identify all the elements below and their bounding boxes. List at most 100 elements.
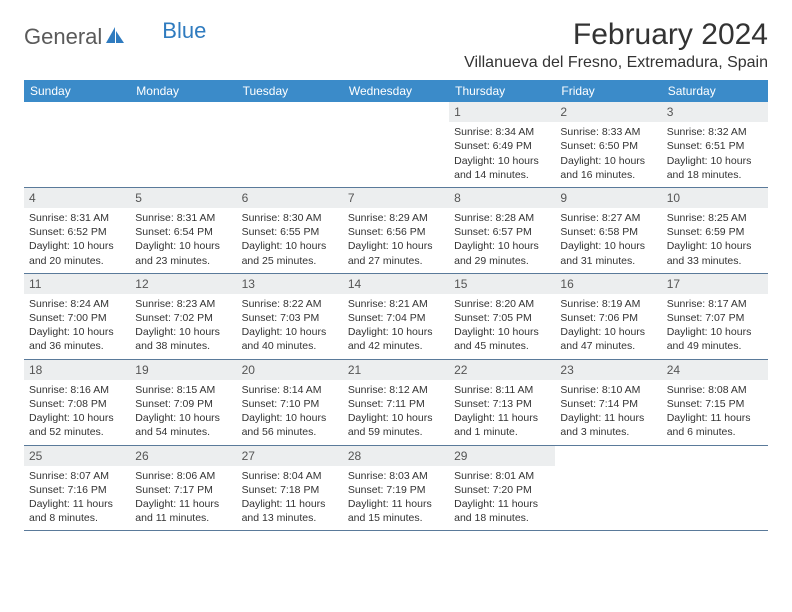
day-info: Sunrise: 8:17 AMSunset: 7:07 PMDaylight:…: [667, 297, 763, 354]
day-header: Sunday: [24, 80, 130, 102]
logo-sail-icon: [104, 25, 126, 50]
day-number: 15: [449, 274, 555, 294]
day-headers-row: SundayMondayTuesdayWednesdayThursdayFrid…: [24, 80, 768, 102]
day-cell: 6 Sunrise: 8:30 AMSunset: 6:55 PMDaylight…: [237, 188, 343, 273]
day-header: Wednesday: [343, 80, 449, 102]
day-cell: 20Sunrise: 8:14 AMSunset: 7:10 PMDayligh…: [237, 360, 343, 445]
day-number: 2: [555, 102, 661, 122]
day-number: 17: [662, 274, 768, 294]
day-number: 18: [24, 360, 130, 380]
day-info: Sunrise: 8:28 AMSunset: 6:57 PMDaylight:…: [454, 211, 550, 268]
day-number: 29: [449, 446, 555, 466]
day-header: Monday: [130, 80, 236, 102]
day-info: Sunrise: 8:30 AMSunset: 6:55 PMDaylight:…: [242, 211, 338, 268]
day-info: Sunrise: 8:20 AMSunset: 7:05 PMDaylight:…: [454, 297, 550, 354]
day-cell: 7 Sunrise: 8:29 AMSunset: 6:56 PMDaylight…: [343, 188, 449, 273]
day-info: Sunrise: 8:06 AMSunset: 7:17 PMDaylight:…: [135, 469, 231, 526]
day-info: Sunrise: 8:21 AMSunset: 7:04 PMDaylight:…: [348, 297, 444, 354]
day-number: [24, 102, 130, 122]
day-number: 5: [130, 188, 236, 208]
day-cell: 8 Sunrise: 8:28 AMSunset: 6:57 PMDaylight…: [449, 188, 555, 273]
day-cell: 29 Sunrise: 8:01 AMSunset: 7:20 PMDayligh…: [449, 446, 555, 531]
day-info: Sunrise: 8:29 AMSunset: 6:56 PMDaylight:…: [348, 211, 444, 268]
day-info: Sunrise: 8:08 AMSunset: 7:15 PMDaylight:…: [667, 383, 763, 440]
month-title: February 2024: [464, 18, 768, 52]
day-cell: 3 Sunrise: 8:32 AMSunset: 6:51 PMDaylight…: [662, 102, 768, 187]
week-row: 1 Sunrise: 8:34 AMSunset: 6:49 PMDaylight…: [24, 102, 768, 188]
day-cell: 21Sunrise: 8:12 AMSunset: 7:11 PMDayligh…: [343, 360, 449, 445]
day-number: 7: [343, 188, 449, 208]
week-row: 18 Sunrise: 8:16 AMSunset: 7:08 PMDayligh…: [24, 360, 768, 446]
day-cell: 10Sunrise: 8:25 AMSunset: 6:59 PMDayligh…: [662, 188, 768, 273]
week-row: 25 Sunrise: 8:07 AMSunset: 7:16 PMDayligh…: [24, 446, 768, 532]
day-number: [343, 102, 449, 122]
calendar-page: GeneralBlue February 2024 Villanueva del…: [0, 0, 792, 549]
day-cell: 11Sunrise: 8:24 AMSunset: 7:00 PMDayligh…: [24, 274, 130, 359]
day-info: Sunrise: 8:32 AMSunset: 6:51 PMDaylight:…: [667, 125, 763, 182]
day-number: 16: [555, 274, 661, 294]
day-cell: 15 Sunrise: 8:20 AMSunset: 7:05 PMDayligh…: [449, 274, 555, 359]
day-number: [555, 446, 661, 466]
day-number: [662, 446, 768, 466]
day-cell: 23Sunrise: 8:10 AMSunset: 7:14 PMDayligh…: [555, 360, 661, 445]
day-info: Sunrise: 8:34 AMSunset: 6:49 PMDaylight:…: [454, 125, 550, 182]
day-cell: 4Sunrise: 8:31 AMSunset: 6:52 PMDaylight…: [24, 188, 130, 273]
day-number: 27: [237, 446, 343, 466]
day-info: Sunrise: 8:24 AMSunset: 7:00 PMDaylight:…: [29, 297, 125, 354]
day-info: Sunrise: 8:33 AMSunset: 6:50 PMDaylight:…: [560, 125, 656, 182]
day-cell: 17 Sunrise: 8:17 AMSunset: 7:07 PMDayligh…: [662, 274, 768, 359]
day-info: Sunrise: 8:15 AMSunset: 7:09 PMDaylight:…: [135, 383, 231, 440]
day-cell: 1 Sunrise: 8:34 AMSunset: 6:49 PMDaylight…: [449, 102, 555, 187]
day-number: 3: [662, 102, 768, 122]
day-info: Sunrise: 8:07 AMSunset: 7:16 PMDaylight:…: [29, 469, 125, 526]
day-cell: 26 Sunrise: 8:06 AMSunset: 7:17 PMDayligh…: [130, 446, 236, 531]
day-info: Sunrise: 8:19 AMSunset: 7:06 PMDaylight:…: [560, 297, 656, 354]
day-number: 28: [343, 446, 449, 466]
day-number: 6: [237, 188, 343, 208]
day-cell: 14 Sunrise: 8:21 AMSunset: 7:04 PMDayligh…: [343, 274, 449, 359]
day-cell: [555, 446, 661, 531]
day-cell: 12Sunrise: 8:23 AMSunset: 7:02 PMDayligh…: [130, 274, 236, 359]
day-cell: 19 Sunrise: 8:15 AMSunset: 7:09 PMDayligh…: [130, 360, 236, 445]
day-info: Sunrise: 8:16 AMSunset: 7:08 PMDaylight:…: [29, 383, 125, 440]
day-number: 19: [130, 360, 236, 380]
day-info: Sunrise: 8:01 AMSunset: 7:20 PMDaylight:…: [454, 469, 550, 526]
day-cell: [24, 102, 130, 187]
calendar-grid: SundayMondayTuesdayWednesdayThursdayFrid…: [24, 80, 768, 531]
day-info: Sunrise: 8:10 AMSunset: 7:14 PMDaylight:…: [560, 383, 656, 440]
day-number: 14: [343, 274, 449, 294]
day-info: Sunrise: 8:04 AMSunset: 7:18 PMDaylight:…: [242, 469, 338, 526]
day-number: 26: [130, 446, 236, 466]
day-number: 10: [662, 188, 768, 208]
day-info: Sunrise: 8:27 AMSunset: 6:58 PMDaylight:…: [560, 211, 656, 268]
logo: GeneralBlue: [24, 18, 174, 50]
day-number: 9: [555, 188, 661, 208]
logo-text-blue: Blue: [162, 18, 206, 44]
day-number: 21: [343, 360, 449, 380]
day-info: Sunrise: 8:03 AMSunset: 7:19 PMDaylight:…: [348, 469, 444, 526]
day-number: 1: [449, 102, 555, 122]
day-cell: 18 Sunrise: 8:16 AMSunset: 7:08 PMDayligh…: [24, 360, 130, 445]
day-header: Saturday: [662, 80, 768, 102]
day-cell: 5 Sunrise: 8:31 AMSunset: 6:54 PMDaylight…: [130, 188, 236, 273]
day-number: [237, 102, 343, 122]
day-number: 25: [24, 446, 130, 466]
day-cell: 2 Sunrise: 8:33 AMSunset: 6:50 PMDaylight…: [555, 102, 661, 187]
day-info: Sunrise: 8:31 AMSunset: 6:54 PMDaylight:…: [135, 211, 231, 268]
location: Villanueva del Fresno, Extremadura, Spai…: [464, 54, 768, 72]
day-cell: [237, 102, 343, 187]
day-header: Friday: [555, 80, 661, 102]
day-number: 12: [130, 274, 236, 294]
week-row: 4Sunrise: 8:31 AMSunset: 6:52 PMDaylight…: [24, 188, 768, 274]
day-header: Thursday: [449, 80, 555, 102]
weeks-container: 1 Sunrise: 8:34 AMSunset: 6:49 PMDaylight…: [24, 102, 768, 531]
day-number: 24: [662, 360, 768, 380]
day-info: Sunrise: 8:11 AMSunset: 7:13 PMDaylight:…: [454, 383, 550, 440]
day-cell: 24 Sunrise: 8:08 AMSunset: 7:15 PMDayligh…: [662, 360, 768, 445]
logo-text-general: General: [24, 24, 102, 50]
day-cell: [343, 102, 449, 187]
day-cell: 13Sunrise: 8:22 AMSunset: 7:03 PMDayligh…: [237, 274, 343, 359]
day-cell: 9 Sunrise: 8:27 AMSunset: 6:58 PMDaylight…: [555, 188, 661, 273]
day-number: 8: [449, 188, 555, 208]
day-number: [130, 102, 236, 122]
